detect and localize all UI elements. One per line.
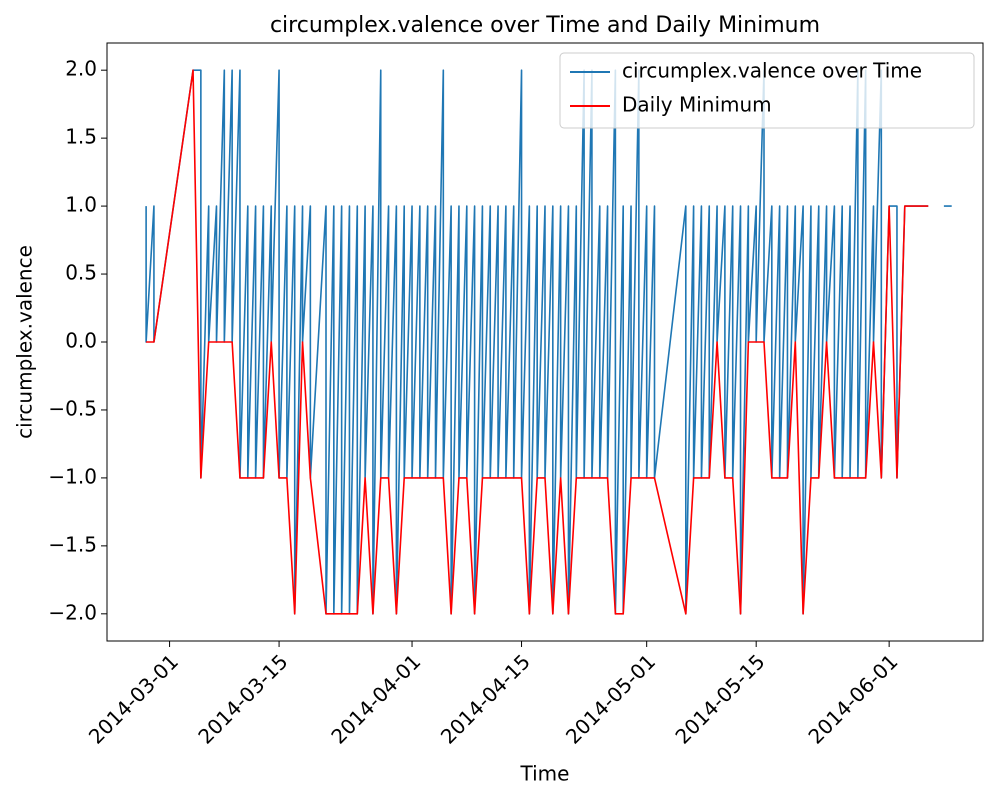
x-axis-label: Time [520,762,570,786]
y-tick-label: −1.0 [48,464,97,488]
y-tick-label: −1.5 [48,532,97,556]
data-line [145,69,952,615]
y-tick-label: 1.5 [65,125,97,149]
chart-title: circumplex.valence over Time and Daily M… [270,13,820,38]
y-tick-label: −0.5 [48,396,97,420]
y-tick-label: 0.5 [65,261,97,285]
legend-box [559,52,975,129]
data-line [146,69,929,615]
legend-label: circumplex.valence over Time [622,59,922,83]
y-tick-label: 1.0 [65,193,97,217]
y-axis-label: circumplex.valence [13,245,37,439]
y-tick-label: 2.0 [65,57,97,81]
legend-label: Daily Minimum [622,93,772,117]
plot-frame [106,42,984,642]
y-tick-label: −2.0 [48,600,97,624]
y-tick-label: 0.0 [65,329,97,353]
